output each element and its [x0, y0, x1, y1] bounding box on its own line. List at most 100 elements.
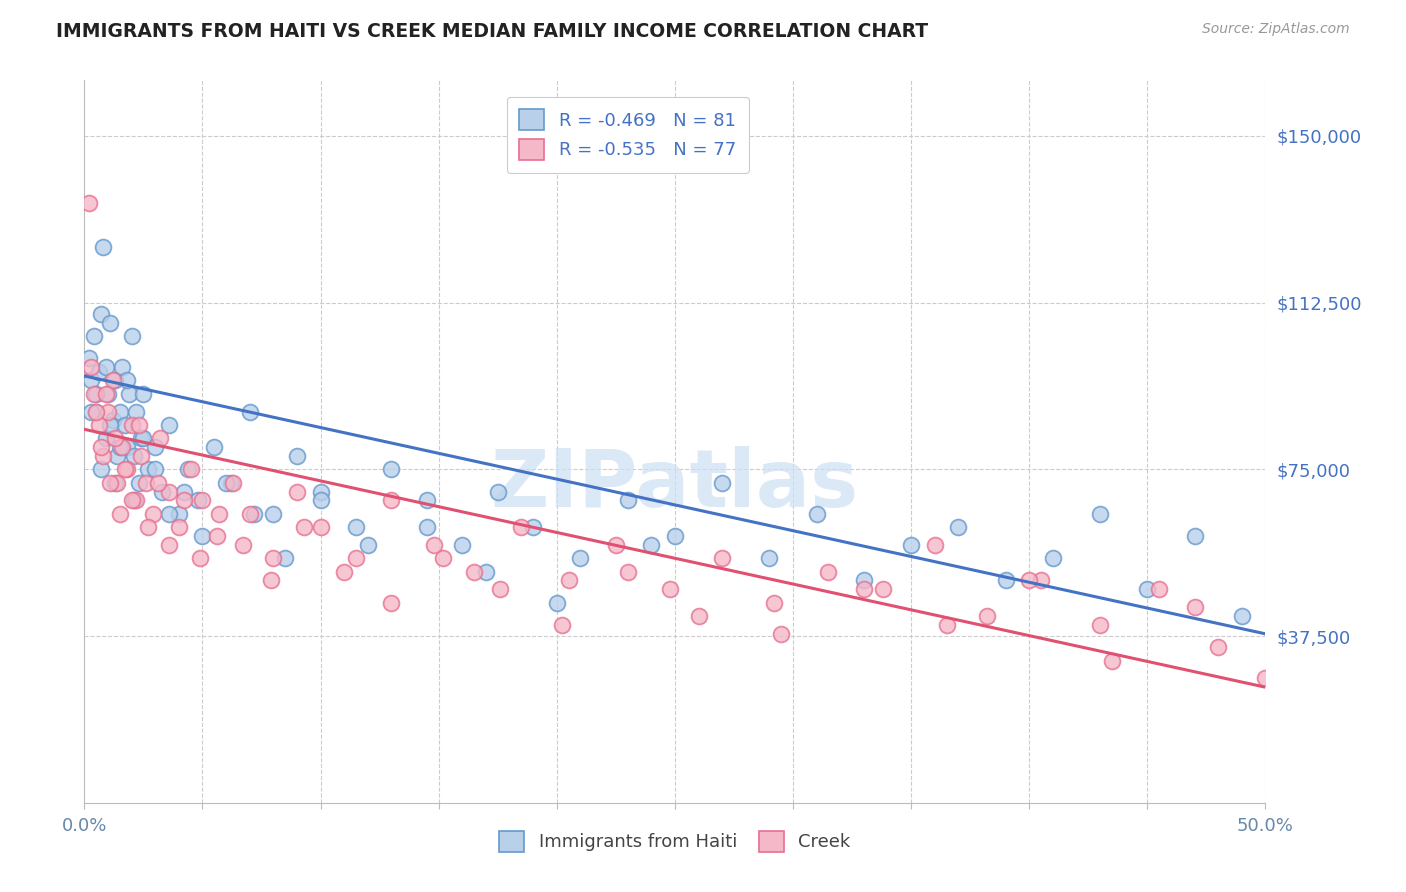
- Point: [222, 475, 245, 490]
- Point: [763, 596, 786, 610]
- Point: [616, 493, 638, 508]
- Point: [309, 520, 332, 534]
- Point: [132, 431, 155, 445]
- Point: [262, 551, 284, 566]
- Point: [80, 404, 103, 418]
- Point: [550, 618, 572, 632]
- Point: [111, 360, 134, 375]
- Point: [84, 386, 107, 401]
- Point: [77, 351, 100, 366]
- Point: [111, 440, 134, 454]
- Point: [90, 462, 112, 476]
- Point: [150, 484, 173, 499]
- Point: [309, 484, 332, 499]
- Point: [149, 431, 172, 445]
- Point: [191, 493, 214, 508]
- Point: [97, 404, 120, 418]
- Point: [924, 538, 946, 552]
- Point: [900, 538, 922, 552]
- Point: [143, 440, 166, 454]
- Point: [489, 582, 512, 597]
- Point: [129, 449, 152, 463]
- Point: [1206, 640, 1229, 655]
- Point: [187, 493, 209, 508]
- Point: [128, 475, 150, 490]
- Point: [94, 386, 117, 401]
- Point: [1042, 551, 1064, 566]
- Point: [770, 627, 793, 641]
- Text: IMMIGRANTS FROM HAITI VS CREEK MEDIAN FAMILY INCOME CORRELATION CHART: IMMIGRANTS FROM HAITI VS CREEK MEDIAN FA…: [56, 22, 928, 41]
- Point: [852, 582, 875, 597]
- Point: [146, 475, 169, 490]
- Point: [872, 582, 894, 597]
- Point: [167, 507, 190, 521]
- Point: [344, 520, 367, 534]
- Point: [817, 565, 839, 579]
- Point: [522, 520, 544, 534]
- Point: [80, 360, 103, 375]
- Point: [114, 462, 136, 476]
- Point: [309, 493, 332, 508]
- Point: [107, 449, 129, 463]
- Point: [711, 551, 734, 566]
- Point: [115, 373, 138, 387]
- Point: [262, 507, 284, 521]
- Point: [423, 538, 446, 552]
- Point: [142, 507, 165, 521]
- Point: [292, 520, 315, 534]
- Point: [1101, 653, 1123, 667]
- Point: [101, 373, 124, 387]
- Point: [416, 520, 439, 534]
- Point: [285, 484, 308, 499]
- Point: [380, 596, 402, 610]
- Point: [135, 475, 157, 490]
- Point: [136, 520, 159, 534]
- Point: [94, 360, 117, 375]
- Point: [87, 364, 110, 378]
- Point: [285, 449, 308, 463]
- Point: [557, 574, 579, 588]
- Text: ZIPatlas: ZIPatlas: [491, 446, 859, 524]
- Point: [143, 462, 166, 476]
- Point: [664, 529, 686, 543]
- Point: [640, 538, 662, 552]
- Point: [157, 507, 180, 521]
- Point: [122, 493, 145, 508]
- Point: [239, 507, 262, 521]
- Point: [180, 462, 202, 476]
- Point: [1088, 618, 1111, 632]
- Point: [935, 618, 957, 632]
- Point: [157, 538, 180, 552]
- Point: [136, 462, 159, 476]
- Point: [416, 493, 439, 508]
- Point: [98, 417, 121, 432]
- Point: [108, 507, 131, 521]
- Point: [605, 538, 627, 552]
- Point: [121, 417, 143, 432]
- Point: [569, 551, 592, 566]
- Point: [486, 484, 509, 499]
- Point: [94, 431, 117, 445]
- Point: [121, 329, 143, 343]
- Legend: Immigrants from Haiti, Creek: Immigrants from Haiti, Creek: [488, 820, 862, 863]
- Point: [122, 449, 145, 463]
- Point: [108, 440, 131, 454]
- Point: [83, 329, 105, 343]
- Point: [157, 417, 180, 432]
- Point: [357, 538, 380, 552]
- Point: [90, 440, 112, 454]
- Point: [659, 582, 682, 597]
- Point: [463, 565, 485, 579]
- Point: [108, 404, 131, 418]
- Point: [380, 462, 402, 476]
- Point: [1147, 582, 1170, 597]
- Point: [380, 493, 402, 508]
- Point: [1029, 574, 1052, 588]
- Point: [274, 551, 297, 566]
- Point: [177, 462, 200, 476]
- Point: [1254, 671, 1277, 685]
- Point: [232, 538, 254, 552]
- Point: [758, 551, 780, 566]
- Point: [84, 404, 107, 418]
- Text: Source: ZipAtlas.com: Source: ZipAtlas.com: [1202, 22, 1350, 37]
